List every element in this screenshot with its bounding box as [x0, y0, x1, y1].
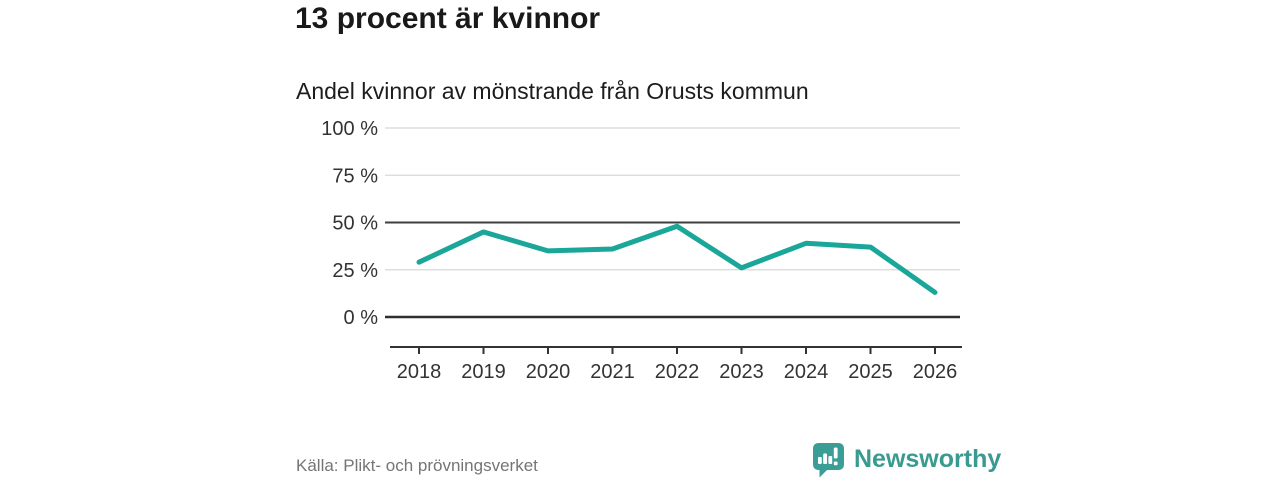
- line-chart: 0 % 25 % 50 % 75 % 100 % 2018 2019 2020 2021 2022…: [321, 118, 962, 383]
- x-tick-label: 2019: [461, 361, 506, 383]
- x-tick-label: 2021: [590, 361, 635, 383]
- y-tick-label: 75 %: [332, 165, 378, 187]
- x-tick-label: 2025: [848, 361, 893, 383]
- y-tick-label: 50 %: [332, 213, 378, 235]
- x-tick-label: 2018: [397, 361, 442, 383]
- page-title: 13 procent är kvinnor: [295, 2, 601, 35]
- newsworthy-speech-bubble-icon: [813, 443, 844, 478]
- y-tick-label: 100 %: [321, 118, 378, 140]
- y-tick-label: 25 %: [332, 260, 378, 282]
- newsworthy-logo: Newsworthy: [812, 443, 1001, 478]
- data-line: [416, 223, 938, 295]
- chart-subtitle: Andel kvinnor av mönstrande från Orusts …: [296, 78, 809, 104]
- x-tick-label: 2020: [526, 361, 571, 383]
- x-tick-label: 2024: [784, 361, 829, 383]
- source-note: Källa: Plikt- och prövningsverket: [296, 456, 538, 475]
- x-tick-label: 2022: [655, 361, 700, 383]
- x-tick-label: 2023: [719, 361, 764, 383]
- brand-name: Newsworthy: [854, 445, 1002, 473]
- y-tick-label: 0 %: [344, 307, 379, 329]
- x-tick-label: 2026: [913, 361, 958, 383]
